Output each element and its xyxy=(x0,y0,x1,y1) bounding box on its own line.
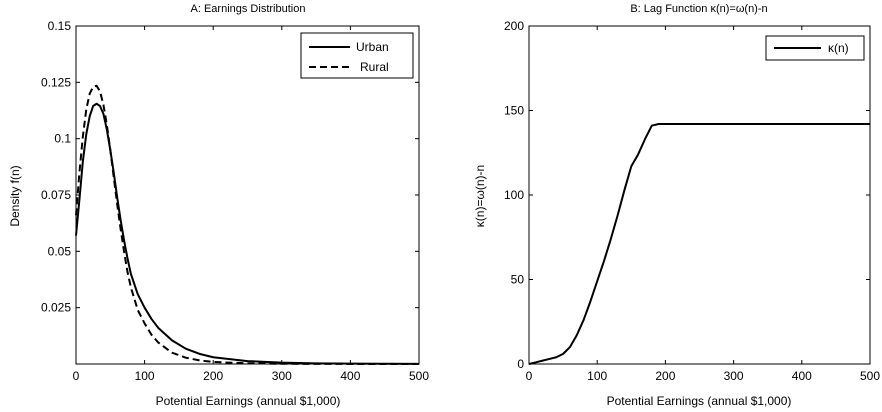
panel-a-legend-box xyxy=(300,32,414,79)
panel-a-y-tick-label: 0.15 xyxy=(48,19,72,33)
panel-a-legend-label-rural: Rural xyxy=(360,60,389,74)
panel-a-x-tick-label: 200 xyxy=(203,369,223,383)
panel-b-series-n-line xyxy=(528,123,870,365)
panel-b-x-ticks: 0 100 200 300 400 500 xyxy=(526,26,880,383)
panel-a-x-tick-label: 0 xyxy=(73,369,80,383)
panel-a-x-tick-label: 400 xyxy=(340,369,360,383)
panel-b-series-group xyxy=(528,123,870,365)
panel-a-x-tick-label: 100 xyxy=(135,369,155,383)
panel-b-x-axis-label: Potential Earnings (annual $1,000) xyxy=(607,394,792,408)
panel-a-x-tick-label: 300 xyxy=(272,369,292,383)
panel-a-plot-area xyxy=(75,25,420,365)
panel-b-y-ticks: 0 50 100 150 200 xyxy=(504,19,870,371)
panel-b-y-axis-label: κ(n)=ω(n)-n xyxy=(473,165,487,227)
panel-a-series-urban-line xyxy=(75,102,420,365)
panel-b-x-tick-label: 0 xyxy=(526,369,533,383)
panel-b-x-tick-label: 500 xyxy=(860,369,880,383)
panel-a-y-axis-label: Density f(n) xyxy=(8,165,22,226)
panel-b-y-tick-label: 50 xyxy=(511,273,525,287)
panel-b-x-tick-label: 400 xyxy=(792,369,812,383)
panel-b-plot-area xyxy=(528,25,871,365)
panel-a-x-axis-label: Potential Earnings (annual $1,000) xyxy=(156,394,341,408)
panel-b-lag-function: B: Lag Function κ(n)=ω(n)-n Potential Ea… xyxy=(473,3,880,408)
panel-a-series-rural-line xyxy=(75,84,420,365)
panel-a-earnings-distribution: A: Earnings Distribution Potential Earni… xyxy=(8,3,429,408)
panel-b-x-tick-label: 300 xyxy=(724,369,744,383)
panel-a-title: A: Earnings Distribution xyxy=(191,3,306,15)
panel-b-x-tick-label: 100 xyxy=(587,369,607,383)
panel-b-legend-label-kappa: κ(n) xyxy=(828,41,849,55)
panel-a-y-tick-label: 0.125 xyxy=(41,75,71,89)
panel-a-legend-label-urban: Urban xyxy=(356,40,389,54)
panel-a-x-tick-label: 500 xyxy=(409,369,429,383)
panel-b-legend: κ(n) xyxy=(765,35,865,61)
panel-a-y-tick-label: 0.05 xyxy=(48,244,72,258)
panel-a-y-tick-label: 0.075 xyxy=(41,188,71,202)
panel-a-series-group xyxy=(75,84,420,365)
panel-a-y-ticks: 0.025 0.05 0.075 0.1 0.125 0.15 xyxy=(41,19,419,315)
panel-b-y-tick-label: 0 xyxy=(517,357,524,371)
panel-a-x-ticks: 0 100 200 300 400 500 xyxy=(73,26,429,383)
panel-b-y-tick-label: 200 xyxy=(504,19,524,33)
panel-b-x-tick-label: 200 xyxy=(655,369,675,383)
panel-b-title: B: Lag Function κ(n)=ω(n)-n xyxy=(630,3,767,15)
panel-a-y-tick-label: 0.1 xyxy=(54,132,71,146)
panel-b-y-tick-label: 150 xyxy=(504,104,524,118)
panel-a-legend: Urban Rural xyxy=(300,32,414,79)
panel-b-y-tick-label: 100 xyxy=(504,188,524,202)
panel-a-y-tick-label: 0.025 xyxy=(41,301,71,315)
